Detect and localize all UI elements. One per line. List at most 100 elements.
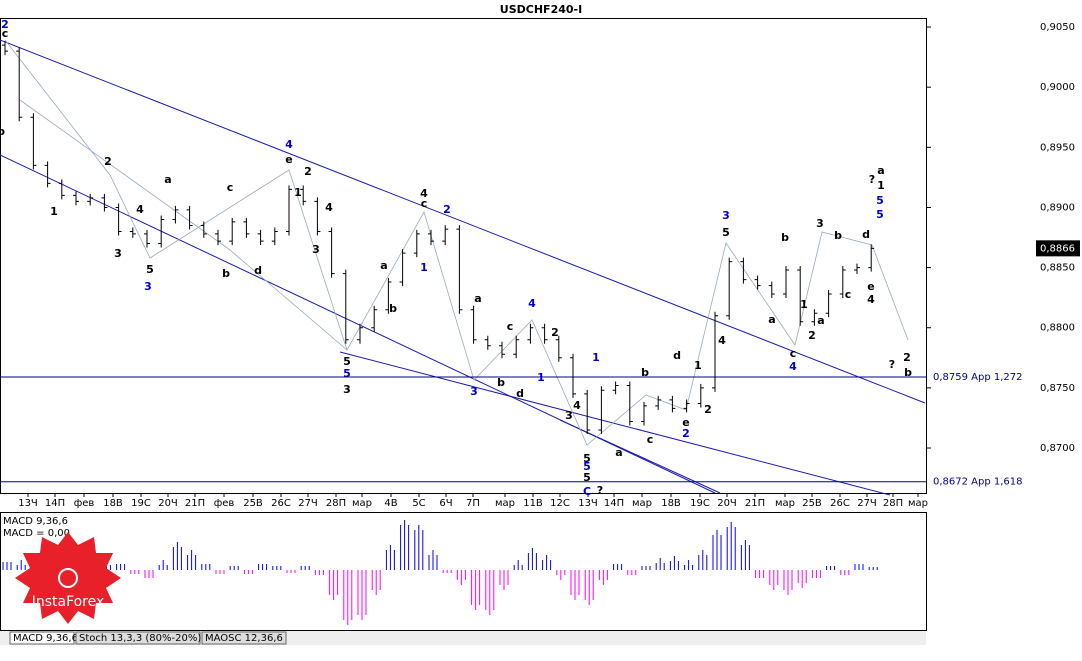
price-bar [30, 113, 37, 170]
price-bar [172, 205, 179, 224]
last-price-label: 0,8866 [1040, 243, 1075, 254]
x-tick-label: мар [908, 498, 928, 509]
indicator-tab[interactable] [9, 631, 75, 645]
wave-label: ? [597, 484, 603, 497]
wave-label: 5 [583, 460, 591, 473]
wave-label: 5 [146, 263, 154, 276]
wave-label: 5 [343, 355, 351, 368]
wave-label: 5 [876, 194, 884, 207]
indicator-tab-label[interactable]: MACD 9,36,6 [13, 633, 78, 644]
x-tick-label: 19С [131, 498, 151, 509]
price-bar [740, 257, 747, 284]
logo: InstaForex [15, 532, 121, 624]
indicator-tab-label[interactable]: Stoch 13,3,3 (80%-20%) [79, 633, 201, 644]
price-bar [768, 281, 775, 299]
wave-label: a [474, 292, 481, 305]
x-tick-label: мар [495, 498, 515, 509]
wave-label: 5 [343, 367, 351, 380]
x-tick-label: 18В [661, 498, 681, 509]
price-bar [712, 311, 718, 392]
level-label: 0,8672 App 1,618 [933, 477, 1023, 488]
x-tick-label: 14П [45, 498, 65, 509]
price-bar [286, 185, 292, 236]
price-bar [144, 229, 150, 248]
wave-label: 4 [285, 138, 293, 151]
x-tick-label: 25В [802, 498, 822, 509]
chart-title: USDCHF240-I [500, 3, 582, 16]
macd-label: MACD 9,36,6 [3, 516, 68, 527]
wave-label: b [904, 366, 912, 379]
x-tick-label: 28П [883, 498, 903, 509]
price-bar [314, 197, 321, 236]
logo-text: InstaForex [32, 594, 105, 610]
wave-label: 2 [551, 326, 559, 339]
wave-label: c [790, 347, 797, 360]
price-bar [101, 193, 108, 212]
price-bar [626, 381, 633, 426]
x-tick-label: 25В [243, 498, 263, 509]
price-bar [655, 395, 662, 410]
price-bar [470, 305, 477, 344]
y-tick-label: 0,8850 [1040, 263, 1075, 274]
price-bar [754, 275, 761, 290]
wave-lines [4, 39, 909, 446]
price-bar [683, 399, 690, 413]
wave-label: 1 [50, 205, 58, 218]
wave-label: 4 [789, 360, 797, 373]
wave-label: C [583, 485, 591, 498]
indicator-tab[interactable] [75, 631, 201, 645]
price-bar [87, 193, 94, 206]
wave-label: 1 [537, 371, 545, 384]
wave-label: a [768, 313, 775, 326]
indicator-tab-label[interactable]: MAOSC 12,36,6 [205, 633, 283, 644]
price-bar [413, 229, 420, 258]
wave-label: 3 [565, 409, 573, 422]
price-bar [399, 249, 406, 287]
indicator-tab[interactable] [201, 631, 287, 645]
wave-label: 5 [583, 471, 591, 484]
wave-label: 2 [704, 403, 712, 416]
price-bar [342, 269, 349, 344]
price-bar [811, 309, 818, 326]
y-tick-label: 0,8800 [1040, 323, 1075, 334]
wave-label: a [164, 173, 171, 186]
y-tick-label: 0,8750 [1040, 383, 1075, 394]
macd-frame [0, 512, 927, 631]
wave-label: 2 [304, 165, 312, 178]
price-bar [641, 401, 647, 426]
wave-label: 1 [294, 186, 302, 199]
wave-label: 2 [104, 155, 112, 168]
wave-label: d [862, 228, 870, 241]
wave-label: b [389, 302, 397, 315]
x-tick-label: 4В [384, 498, 397, 509]
price-bar [541, 323, 548, 344]
x-tick-label: 20Ч [158, 498, 178, 509]
x-tick-label: 6Ч [439, 498, 452, 509]
last-price-box [1036, 240, 1080, 257]
y-tick-label: 0,9000 [1040, 82, 1075, 93]
y-tick-label: 0,9050 [1040, 22, 1075, 33]
price-bar [385, 278, 392, 314]
wave-label: 2 [903, 351, 911, 364]
wave-label: 4 [420, 187, 428, 200]
wave-label: d [673, 349, 681, 362]
wave-label: 4 [867, 293, 875, 306]
wave-label: c [507, 320, 514, 333]
wave-label: 4 [718, 334, 726, 347]
wave-label: c [421, 197, 428, 210]
level-label: 0,8759 App 1,272 [933, 372, 1023, 383]
wave-label: ? [889, 358, 895, 371]
price-bar [854, 263, 860, 274]
price-bar [868, 244, 875, 272]
wave-label: b [834, 229, 842, 242]
wave-label: e [867, 280, 874, 293]
price-bar [2, 41, 8, 56]
price-bar [257, 229, 264, 246]
x-tick-label: фев [74, 498, 95, 509]
x-tick-label: 27Ч [298, 498, 318, 509]
wave-label: ? [869, 173, 875, 186]
x-tick-label: 11В [523, 498, 543, 509]
wave-label: 4 [136, 203, 144, 216]
x-tick-label: 12С [550, 498, 570, 509]
plot: 0,9050 0,9000 0,8950 0,8900 0,8850 0,8800 0,87… [0, 18, 1080, 625]
